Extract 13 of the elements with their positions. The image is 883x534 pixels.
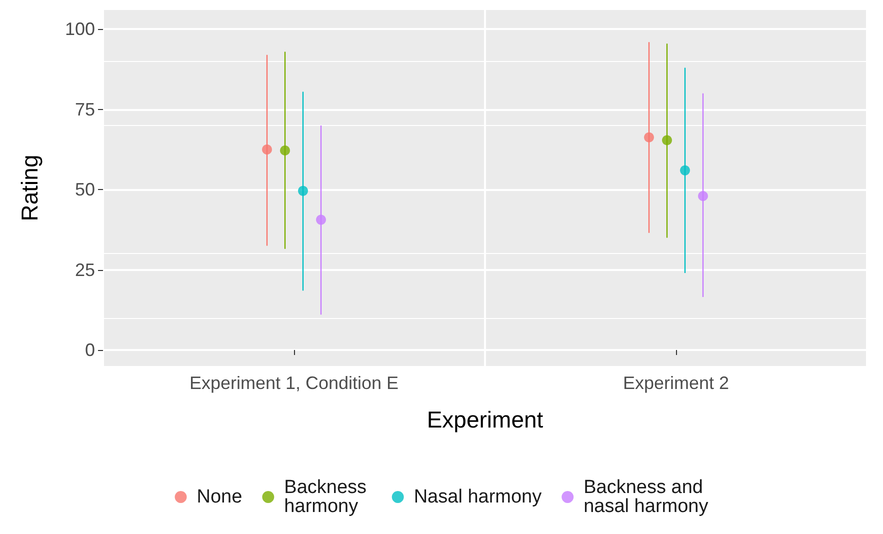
legend-label: None [196, 486, 242, 508]
y-tick-label: 25 [74, 260, 95, 280]
x-tick-label: Experiment 2 [622, 373, 730, 393]
legend-label: Nasal harmony [414, 486, 542, 508]
y-axis-title: Rating [16, 154, 42, 222]
y-tick-label: 0 [84, 340, 95, 360]
y-tick-label: 100 [64, 19, 95, 40]
x-axis-title: Experiment [426, 406, 544, 432]
legend-label: Backness harmony [284, 477, 372, 517]
x-tick-label: Experiment 1, Condition E [189, 373, 399, 393]
y-tick-label: 75 [74, 99, 95, 120]
legend-label: Backness and nasal harmony [584, 477, 709, 517]
y-tick-label: 50 [74, 180, 95, 200]
